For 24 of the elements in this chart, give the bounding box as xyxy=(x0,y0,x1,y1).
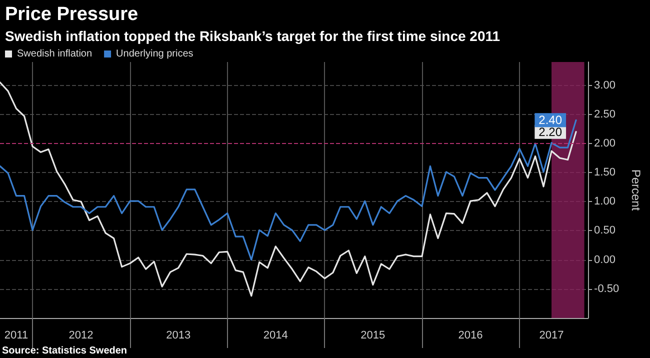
legend-label: Swedish inflation xyxy=(17,48,92,60)
y-tick-label: 2.00 xyxy=(594,137,616,150)
y-tick-label: -0.50 xyxy=(594,282,620,295)
x-tick-label: 2016 xyxy=(458,330,483,342)
data-label: 2.40 xyxy=(538,113,562,128)
x-tick-label: 2011 xyxy=(4,330,28,342)
chart-subtitle: Swedish inflation topped the Riksbank’s target for the first time since 2011 xyxy=(5,28,500,44)
y-axis-title: Percent xyxy=(629,169,643,212)
chart-title: Price Pressure xyxy=(5,4,138,25)
x-tick-label: 2014 xyxy=(263,330,288,342)
legend-label: Underlying prices xyxy=(116,48,194,60)
x-tick-label: 2012 xyxy=(68,330,94,342)
x-tick-label: 2013 xyxy=(166,330,191,342)
y-tick-label: 0.50 xyxy=(594,224,616,237)
y-tick-label: 0.00 xyxy=(594,254,616,266)
x-tick-label: 2015 xyxy=(360,330,386,342)
data-label: 2.20 xyxy=(538,124,562,139)
source-note: Source: Statistics Sweden xyxy=(2,346,128,356)
y-tick-label: 2.50 xyxy=(594,108,616,120)
y-tick-label: 3.00 xyxy=(594,79,616,92)
line-series xyxy=(0,82,577,297)
y-tick-label: 1.00 xyxy=(594,196,616,208)
x-tick-label: 2017 xyxy=(539,330,564,342)
y-tick-label: 1.50 xyxy=(594,166,616,179)
